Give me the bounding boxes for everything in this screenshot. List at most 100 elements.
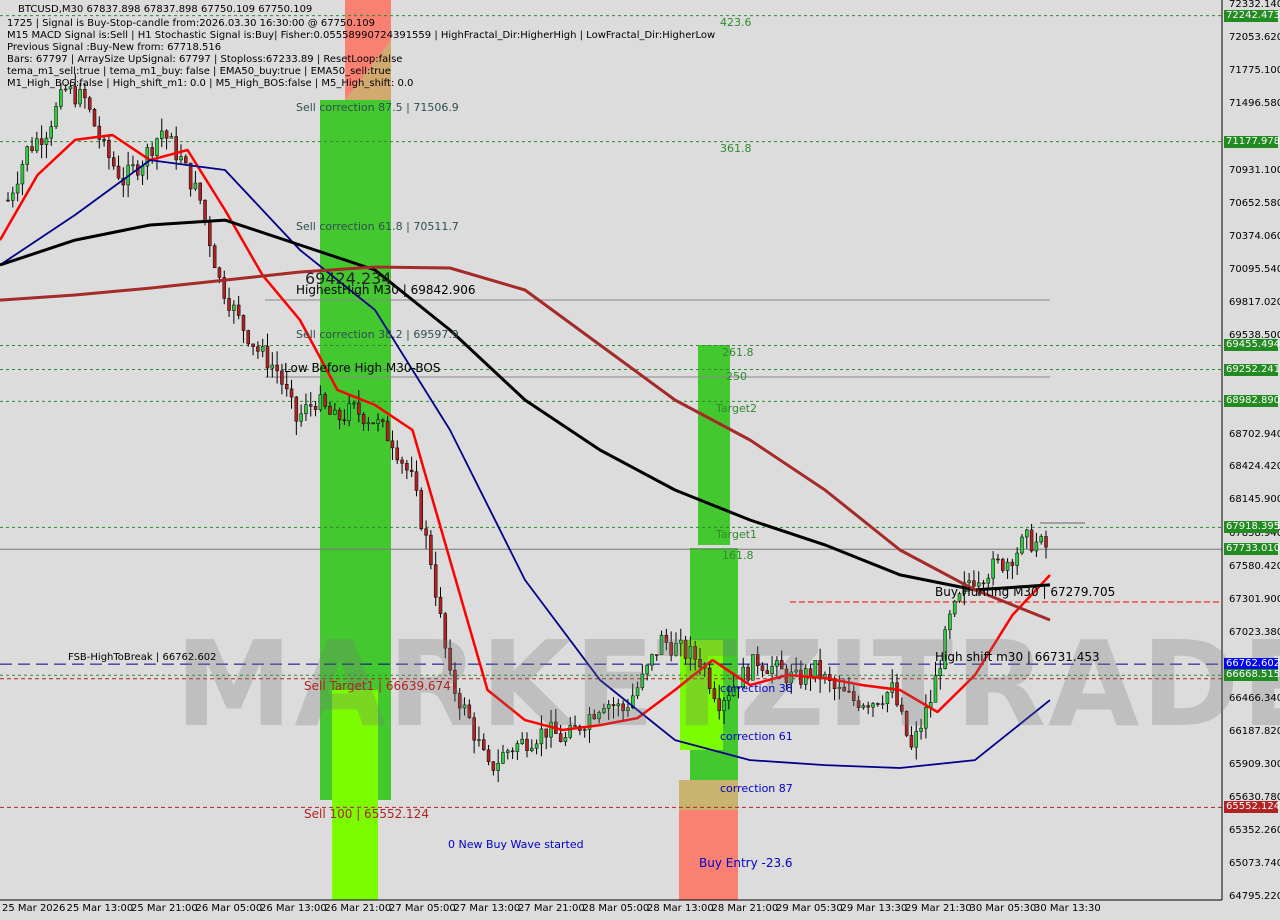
bear-candle xyxy=(405,463,409,471)
moving-average-line xyxy=(0,218,1051,592)
bull-candle xyxy=(520,738,524,744)
bear-candle xyxy=(323,394,327,407)
bear-candle xyxy=(309,404,313,407)
symbol-line: BTCUSD,M30 67837.898 67837.898 67750.109… xyxy=(18,4,313,15)
bull-candle xyxy=(11,192,15,201)
bull-candle xyxy=(333,409,337,415)
bear-candle xyxy=(371,422,375,425)
bear-candle xyxy=(996,558,1000,561)
bear-candle xyxy=(467,704,472,718)
bull-candle xyxy=(54,106,58,127)
sell-zone-lime xyxy=(332,690,378,900)
y-tick-label: 69538.500 xyxy=(1229,329,1280,341)
moving-average-line xyxy=(0,133,1051,732)
price-tag: 67733.010 xyxy=(1224,543,1280,556)
bull-candle xyxy=(25,146,29,165)
sell-zone-tan xyxy=(345,40,391,100)
bear-candle xyxy=(390,440,395,449)
candles xyxy=(6,73,1048,783)
bear-candle xyxy=(241,315,246,331)
bull-candle xyxy=(568,725,572,738)
bull-candle xyxy=(880,703,885,705)
bull-candle xyxy=(160,130,164,140)
bear-candle xyxy=(592,714,597,720)
bear-candle xyxy=(361,414,366,425)
bear-candle xyxy=(453,669,457,694)
bear-candle xyxy=(664,634,669,643)
bear-candle xyxy=(73,86,78,105)
bull-candle xyxy=(789,671,794,684)
bear-candle xyxy=(852,691,856,701)
bear-candle xyxy=(284,384,289,390)
bear-candle xyxy=(433,564,438,598)
bull-candle xyxy=(366,422,371,425)
bull-candle xyxy=(304,404,308,415)
bull-candle xyxy=(1015,552,1019,566)
y-tick-label: 71496.580 xyxy=(1229,97,1280,109)
bull-candle xyxy=(991,558,995,579)
bull-candle xyxy=(775,660,779,667)
levels xyxy=(0,15,1222,808)
bull-candle xyxy=(933,675,938,703)
bull-candle xyxy=(539,728,544,745)
x-tick-label: 29 Mar 13:30 xyxy=(840,903,908,914)
y-tick-label: 67858.940 xyxy=(1229,528,1280,540)
bear-candle xyxy=(217,267,222,278)
bear-candle xyxy=(424,528,428,536)
info-line: M15 MACD Signal is:Sell | H1 Stochastic … xyxy=(7,30,716,41)
bear-candle xyxy=(558,733,563,742)
bull-candle xyxy=(549,721,553,738)
info-line: Previous Signal :Buy-New from: 67718.516 xyxy=(7,42,222,53)
bear-candle xyxy=(1029,529,1034,552)
bull-candle xyxy=(1020,536,1024,554)
buy-entry-tan xyxy=(679,780,738,810)
bear-candle xyxy=(981,582,986,585)
bull-candle xyxy=(59,89,63,107)
bull-candle xyxy=(952,600,957,615)
bull-candle xyxy=(602,708,606,713)
bear-candle xyxy=(30,146,34,151)
bear-candle xyxy=(174,136,178,161)
x-tick-label: 27 Mar 13:00 xyxy=(453,903,521,914)
bear-candle xyxy=(717,698,721,711)
y-tick-label: 71775.100 xyxy=(1229,64,1280,76)
bull-candle xyxy=(938,668,943,676)
x-tick-label: 27 Mar 21:00 xyxy=(518,903,585,914)
bull-candle xyxy=(650,654,654,666)
correction-61-label: correction 61 xyxy=(720,730,793,743)
bear-candle xyxy=(486,749,491,763)
x-tick-label: 26 Mar 21:00 xyxy=(324,903,392,914)
x-tick-label: 30 Mar 13:30 xyxy=(1034,903,1101,914)
bull-candle xyxy=(496,763,500,771)
bear-candle xyxy=(419,490,424,530)
bear-candle xyxy=(457,693,462,709)
bear-candle xyxy=(409,469,414,472)
bear-candle xyxy=(400,459,404,464)
price-tag: 66762.602 xyxy=(1224,658,1280,671)
bull-candle xyxy=(688,646,693,659)
bull-candle xyxy=(462,704,467,709)
price-label: 69424.234 xyxy=(305,269,392,288)
bear-candle xyxy=(842,686,846,692)
bull-candle xyxy=(751,654,755,681)
bear-candle xyxy=(760,665,765,671)
fib-361-label: 361.8 xyxy=(720,142,752,155)
bull-candle xyxy=(1025,529,1029,538)
bull-candle xyxy=(635,687,640,697)
bull-candle xyxy=(1039,536,1043,543)
bear-candle xyxy=(357,402,361,415)
bull-candle xyxy=(616,703,621,707)
bear-candle xyxy=(736,686,741,689)
bear-candle xyxy=(208,220,212,247)
bear-candle xyxy=(900,704,904,712)
bear-candle xyxy=(395,447,399,461)
bear-candle xyxy=(203,199,207,221)
bull-candle xyxy=(587,714,592,730)
x-tick-label: 25 Mar 21:00 xyxy=(131,903,198,914)
bear-candle xyxy=(414,471,419,491)
bear-candle xyxy=(693,646,697,660)
high-shift-label: High shift m30 | 66731.453 xyxy=(935,650,1100,664)
watermark: MARKETZITRADE xyxy=(175,615,1280,753)
x-tick-label: 30 Mar 05:30 xyxy=(969,903,1037,914)
